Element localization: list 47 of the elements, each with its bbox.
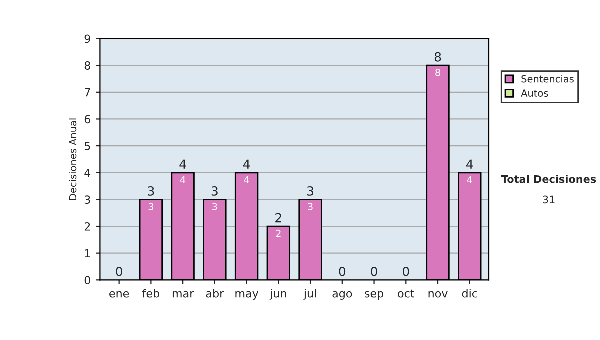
- data-label: 4: [244, 176, 250, 184]
- y-tick-label: 4: [84, 168, 91, 178]
- total-label: 3: [212, 186, 218, 196]
- data-label: 2: [276, 230, 281, 238]
- x-tick-label: jul: [304, 289, 316, 300]
- total-label: 0: [339, 266, 346, 276]
- total-label: 0: [402, 266, 410, 276]
- x-tick-label: feb: [142, 289, 160, 298]
- total-label: 3: [308, 186, 314, 196]
- total-label: 2: [276, 213, 282, 223]
- x-tick-label: ene: [110, 291, 130, 298]
- data-label: 8: [436, 68, 440, 76]
- text: Total Decisiones: [501, 175, 596, 184]
- total-label: 0: [116, 266, 122, 276]
- y-tick-label: 7: [85, 88, 90, 97]
- x-tick-label: nov: [428, 291, 448, 298]
- y-tick-label: 9: [84, 34, 90, 44]
- y-tick-label: 5: [84, 142, 90, 150]
- legend-label: Autos: [521, 90, 548, 97]
- x-tick-label: ago: [332, 291, 352, 300]
- y-tick-label: 0: [84, 276, 90, 285]
- data-label: 4: [180, 176, 186, 184]
- total-label: 4: [243, 160, 250, 169]
- text: 31: [543, 196, 555, 204]
- total-label: 4: [180, 160, 186, 169]
- data-label: 3: [212, 203, 218, 210]
- data-label: 3: [308, 203, 313, 210]
- total-label: 0: [371, 266, 378, 276]
- x-tick-label: dic: [462, 289, 478, 298]
- y-tick-label: 3: [84, 196, 90, 204]
- total-label: 8: [434, 52, 442, 62]
- legend-label: Sentencias: [522, 75, 574, 83]
- x-tick-label: jun: [270, 289, 286, 300]
- y-tick-label: 1: [85, 249, 90, 258]
- data-label: 4: [467, 176, 472, 184]
- x-tick-label: sep: [365, 291, 384, 300]
- x-tick-label: oct: [398, 290, 415, 298]
- data-label: 3: [148, 203, 154, 210]
- x-tick-label: mar: [172, 291, 194, 298]
- x-tick-label: may: [236, 291, 259, 300]
- y-tick-label: 8: [84, 62, 90, 70]
- y-axis-title: Decisiones Anual: [69, 118, 77, 200]
- x-tick-label: abr: [206, 289, 224, 298]
- total-label: 3: [148, 186, 154, 196]
- total-label: 4: [466, 160, 474, 169]
- y-tick-label: 2: [84, 222, 90, 231]
- y-tick-label: 6: [84, 115, 90, 124]
